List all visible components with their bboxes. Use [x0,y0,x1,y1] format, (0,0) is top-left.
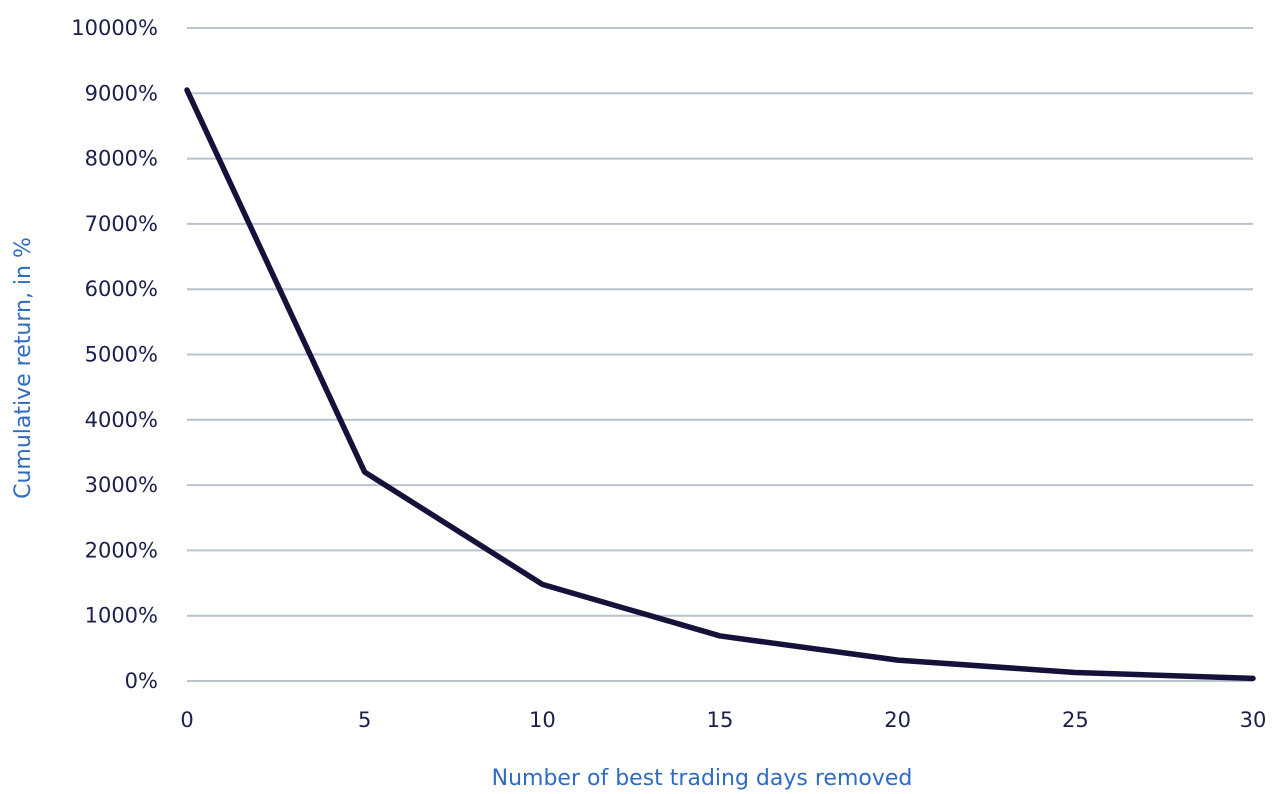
x-tick-label: 0 [180,708,193,732]
x-axis-title: Number of best trading days removed [492,766,913,791]
x-tick-label: 25 [1062,708,1089,732]
x-axis-ticks: 0 5 10 15 20 25 30 [180,708,1266,732]
x-tick-label: 30 [1240,708,1267,732]
y-tick-label: 10000% [71,16,158,40]
x-tick-label: 5 [358,708,371,732]
y-tick-label: 4000% [85,408,158,432]
y-tick-label: 1000% [85,604,158,628]
y-tick-label: 0% [125,669,158,693]
series-line [184,87,1256,682]
y-tick-label: 6000% [85,277,158,301]
y-tick-label: 9000% [85,81,158,105]
y-tick-label: 5000% [85,343,158,367]
y-tick-label: 2000% [85,538,158,562]
y-tick-label: 3000% [85,473,158,497]
series-layer [184,87,1256,682]
y-axis-ticks: 0% 1000% 2000% 3000% 4000% 5000% 6000% 7000% 800… [71,16,158,693]
x-tick-label: 20 [884,708,911,732]
x-tick-label: 15 [707,708,734,732]
gridlines [187,27,1253,682]
y-tick-label: 7000% [85,212,158,236]
y-axis-title: Cumulative return, in % [11,237,36,499]
y-tick-label: 8000% [85,147,158,171]
x-tick-label: 10 [529,708,556,732]
